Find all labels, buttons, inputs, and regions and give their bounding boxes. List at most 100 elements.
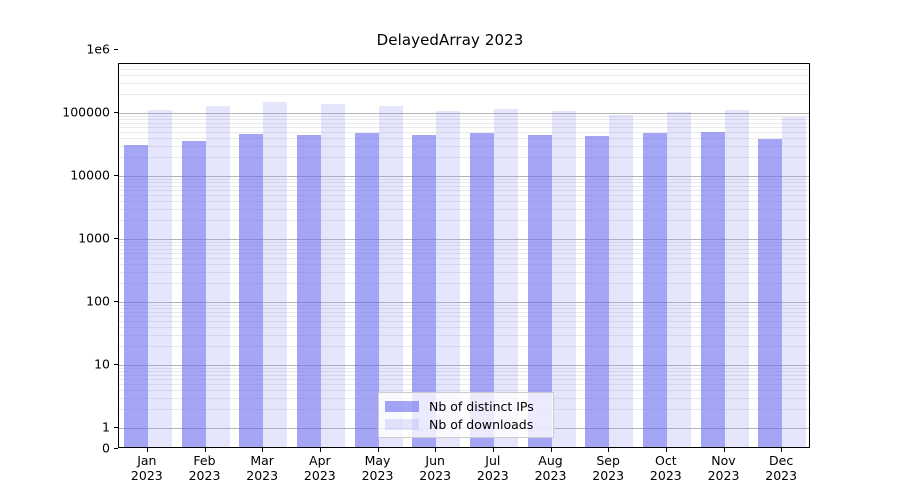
legend-swatch-distinct-ips bbox=[385, 400, 419, 412]
gridline-minor bbox=[119, 68, 809, 70]
x-axis-tick-label-month: Feb bbox=[193, 453, 216, 468]
y-axis-tick-mark bbox=[114, 175, 118, 177]
x-axis-tick-label-month: Mar bbox=[250, 453, 274, 468]
y-axis-tick-mark bbox=[114, 238, 118, 240]
gridline-minor bbox=[119, 138, 809, 140]
y-axis-tick-label: 10000 bbox=[70, 167, 110, 183]
bar-distinct-ips bbox=[758, 138, 783, 447]
gridline-minor bbox=[119, 283, 809, 285]
gridline-minor bbox=[119, 126, 809, 128]
gridline-minor bbox=[119, 178, 809, 180]
bar-distinct-ips bbox=[296, 134, 321, 447]
y-axis-tick-label: 1000 bbox=[78, 230, 110, 246]
x-axis-tick-mark bbox=[146, 448, 149, 452]
gridline-minor bbox=[119, 208, 809, 210]
bar-downloads bbox=[147, 109, 172, 447]
gridline-minor bbox=[119, 220, 809, 222]
x-axis-tick-label-month: Apr bbox=[309, 453, 331, 468]
legend-swatch-downloads bbox=[385, 418, 419, 430]
gridline-minor bbox=[119, 194, 809, 196]
legend-item-downloads: Nb of downloads bbox=[385, 415, 547, 433]
x-axis-tick-label-year: 2023 bbox=[130, 468, 163, 483]
y-axis-tick-label: 100000 bbox=[62, 104, 110, 120]
x-axis-tick-label: Feb 2023 bbox=[170, 453, 240, 483]
gridline-minor bbox=[119, 311, 809, 313]
bar-distinct-ips bbox=[123, 144, 148, 447]
gridline-minor bbox=[119, 122, 809, 124]
gridline-minor bbox=[119, 308, 809, 310]
gridline-minor bbox=[119, 115, 809, 117]
x-axis-tick-label-month: Sep bbox=[596, 453, 620, 468]
x-axis-tick-label-year: 2023 bbox=[419, 468, 452, 483]
bar-downloads bbox=[724, 110, 749, 447]
gridline-minor bbox=[119, 82, 809, 84]
y-axis-tick-mark bbox=[114, 364, 118, 366]
x-axis-tick-label: Nov 2023 bbox=[689, 453, 759, 483]
bar-distinct-ips bbox=[354, 133, 379, 447]
y-axis-tick-label: 10 bbox=[94, 356, 110, 372]
x-axis-tick-label: Dec 2023 bbox=[746, 453, 816, 483]
x-axis-tick-label: Mar 2023 bbox=[227, 453, 297, 483]
gridline-major bbox=[119, 365, 809, 366]
gridline-minor bbox=[119, 201, 809, 203]
gridline-minor bbox=[119, 320, 809, 322]
gridline-minor bbox=[119, 327, 809, 329]
x-axis-tick-mark bbox=[204, 448, 206, 452]
gridline-minor bbox=[119, 378, 809, 380]
y-axis-tick-label: 1e6 bbox=[86, 41, 110, 57]
x-axis-tick-mark bbox=[492, 448, 495, 452]
gridline-major bbox=[119, 113, 809, 114]
gridline-minor bbox=[119, 75, 809, 77]
bar-downloads bbox=[666, 111, 691, 447]
y-axis-tick-label: 100 bbox=[86, 293, 110, 309]
x-axis-tick-mark bbox=[665, 448, 668, 452]
x-axis-tick-label-month: Jan bbox=[137, 453, 157, 468]
y-axis-tick-labels: 0 1 10 100 1000 10000 100000 1e6 bbox=[40, 0, 110, 500]
bar-downloads bbox=[436, 111, 461, 447]
gridline-major bbox=[119, 239, 809, 240]
x-axis-tick-label-year: 2023 bbox=[303, 468, 336, 483]
x-axis-tick-label-month: Dec bbox=[769, 453, 794, 468]
gridline-minor bbox=[119, 241, 809, 243]
x-axis-tick-mark bbox=[723, 448, 725, 452]
bar-downloads bbox=[551, 110, 576, 447]
gridline-minor bbox=[119, 264, 809, 266]
x-axis-tick-label: Sep 2023 bbox=[573, 453, 643, 483]
x-axis-tick-label-year: 2023 bbox=[649, 468, 682, 483]
gridline-minor bbox=[119, 367, 809, 369]
x-axis-tick-label-year: 2023 bbox=[592, 468, 625, 483]
bar-distinct-ips bbox=[642, 133, 667, 447]
x-axis-tick-mark bbox=[319, 448, 322, 452]
gridline-minor bbox=[119, 157, 809, 159]
gridline-minor bbox=[119, 371, 809, 373]
y-axis-tick-mark bbox=[114, 301, 118, 303]
x-axis-tick-mark bbox=[608, 448, 610, 452]
y-axis-tick-label: 1 bbox=[102, 419, 110, 435]
legend-label-distinct-ips: Nb of distinct IPs bbox=[429, 398, 534, 414]
x-axis-tick-mark bbox=[435, 448, 437, 452]
x-axis-tick-mark bbox=[550, 448, 552, 452]
x-axis-tick-label: May 2023 bbox=[343, 453, 413, 483]
x-axis-tick-label: Jan 2023 bbox=[112, 453, 182, 483]
bar-distinct-ips bbox=[181, 140, 206, 447]
legend-label-downloads: Nb of downloads bbox=[429, 416, 534, 432]
x-axis-tick-mark bbox=[377, 448, 379, 452]
bars-layer bbox=[119, 64, 809, 447]
x-axis-tick-label-year: 2023 bbox=[246, 468, 279, 483]
gridline-minor bbox=[119, 189, 809, 191]
bar-downloads bbox=[782, 117, 807, 447]
chart-title: DelayedArray 2023 bbox=[376, 31, 524, 49]
legend-item-distinct-ips: Nb of distinct IPs bbox=[385, 397, 547, 415]
y-axis-tick-mark bbox=[114, 448, 118, 450]
y-axis-tick-mark bbox=[114, 112, 118, 114]
y-axis-tick-label: 0 bbox=[102, 440, 110, 456]
gridline-minor bbox=[119, 374, 809, 376]
x-axis-tick-label-month: Aug bbox=[538, 453, 563, 468]
bar-downloads bbox=[263, 101, 288, 447]
x-axis-tick-label: Aug 2023 bbox=[516, 453, 586, 483]
x-axis-tick-mark bbox=[262, 448, 264, 452]
bar-distinct-ips bbox=[585, 136, 610, 447]
x-axis-tick-mark bbox=[781, 448, 783, 452]
gridline-minor bbox=[119, 94, 809, 96]
x-axis-tick-label-year: 2023 bbox=[765, 468, 798, 483]
